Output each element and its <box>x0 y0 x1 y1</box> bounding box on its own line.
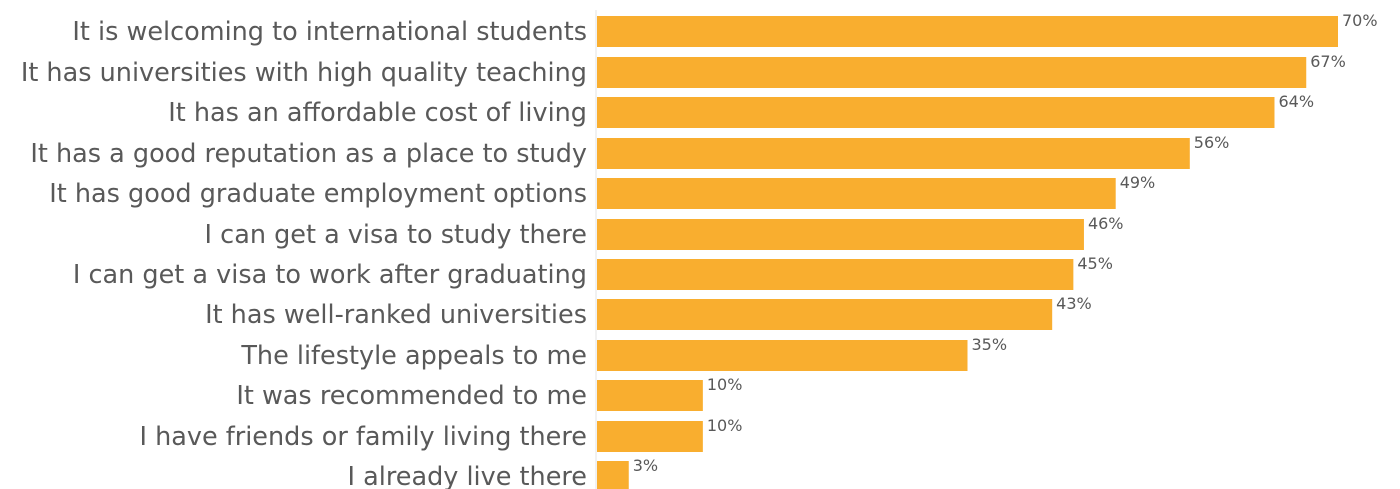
category-label: It has an affordable cost of living <box>168 98 587 128</box>
category-label: I have friends or family living there <box>139 422 587 452</box>
bar <box>597 461 629 489</box>
category-label: It was recommended to me <box>236 381 587 411</box>
data-label: 10% <box>707 416 743 435</box>
category-label: It is welcoming to international student… <box>72 17 587 47</box>
category-label: It has universities with high quality te… <box>21 58 587 88</box>
category-label: It has a good reputation as a place to s… <box>30 139 587 169</box>
category-label: It has good graduate employment options <box>49 179 587 209</box>
data-label: 45% <box>1077 254 1113 273</box>
bar <box>597 16 1338 47</box>
bar <box>597 259 1074 290</box>
data-label: 70% <box>1342 11 1378 30</box>
category-label: It has well-ranked universities <box>205 300 587 330</box>
category-labels-group: It is welcoming to international student… <box>21 17 587 489</box>
bar <box>597 299 1053 330</box>
data-label: 46% <box>1088 214 1124 233</box>
category-label: I already live there <box>348 462 587 489</box>
data-label: 49% <box>1120 173 1156 192</box>
bar <box>597 219 1084 250</box>
bars-group <box>597 16 1338 489</box>
bar <box>597 340 968 371</box>
data-label: 56% <box>1194 133 1230 152</box>
value-labels-group: 70% 67% 64% 56% 49% 46% 45% 43% 35% 10% 10% 3% <box>633 11 1378 475</box>
bar <box>597 421 703 452</box>
bar <box>597 138 1190 169</box>
category-label: I can get a visa to work after graduatin… <box>73 260 587 290</box>
data-label: 35% <box>972 335 1008 354</box>
bar <box>597 57 1307 88</box>
data-label: 67% <box>1310 52 1346 71</box>
bar <box>597 178 1116 209</box>
category-label: The lifestyle appeals to me <box>240 341 587 371</box>
data-label: 3% <box>633 456 658 475</box>
data-label: 43% <box>1056 294 1092 313</box>
bar <box>597 97 1275 128</box>
data-label: 64% <box>1278 92 1314 111</box>
category-label: I can get a visa to study there <box>205 220 587 250</box>
data-label: 10% <box>707 375 743 394</box>
bar <box>597 380 703 411</box>
